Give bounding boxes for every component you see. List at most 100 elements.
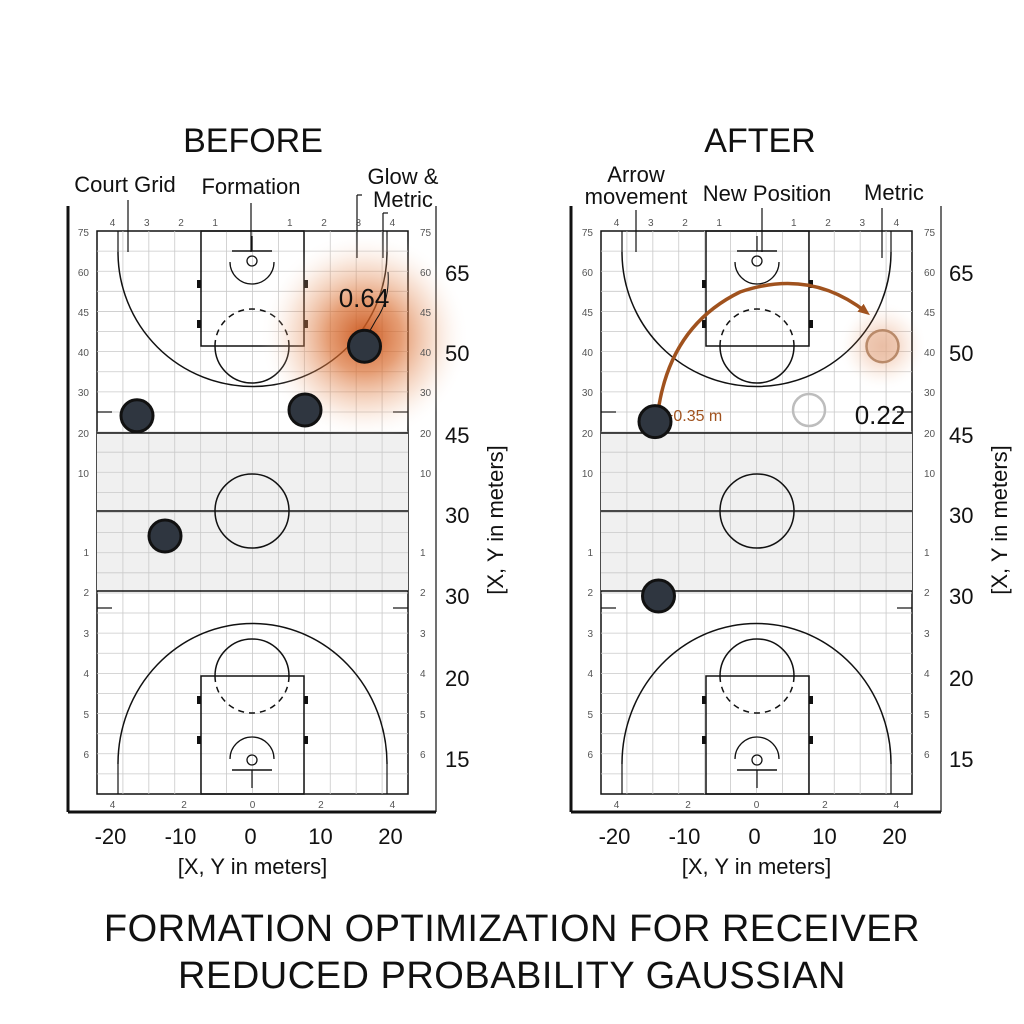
player-marker: [287, 392, 323, 428]
tick-label-right: 45: [420, 308, 432, 319]
tick-label-left: 4: [83, 669, 89, 680]
tick-label-left: 3: [83, 629, 89, 640]
tick-label-right: 3: [420, 629, 426, 640]
figure-title-line-1: FORMATION OPTIMIZATION FOR RECEIVER: [104, 908, 920, 950]
y-axis-tick-label: 65: [445, 261, 469, 286]
players-after: [637, 328, 900, 614]
panel-before: BEFORE Court Grid Formation Glow & Metri…: [66, 122, 508, 879]
x-axis-tick-label: -10: [165, 824, 197, 849]
tick-label-left: 60: [582, 268, 594, 279]
tick-label-left: 5: [83, 710, 89, 721]
callout-metric: Metric: [373, 187, 433, 212]
tick-label-right: 45: [924, 308, 936, 319]
tick-label-left: 30: [582, 388, 594, 399]
tick-label-top: 2: [682, 218, 688, 229]
player-marker: [347, 328, 382, 364]
tick-label-right: 75: [924, 228, 936, 239]
tick-label-right: 30: [420, 388, 432, 399]
tick-label-left: 4: [587, 669, 593, 680]
y-axis-label: [X, Y in meters]: [987, 445, 1012, 595]
x-axis-label: [X, Y in meters]: [178, 854, 328, 879]
x-axis-tick-label: 0: [748, 824, 760, 849]
tick-label-top: 1: [791, 218, 797, 229]
x-axis-tick-label: 20: [882, 824, 906, 849]
player-marker: [637, 404, 673, 440]
figure-title-line-2: REDUCED PROBABILITY GAUSSIAN: [178, 955, 846, 997]
movement-arrow: [654, 281, 870, 433]
y-axis-tick-label: 30: [445, 503, 469, 528]
tick-label-right: 60: [420, 268, 432, 279]
tick-label-right: 10: [420, 469, 432, 480]
metric-value-before: 0.64: [339, 283, 390, 313]
callout-metric-after: Metric: [864, 180, 924, 205]
tick-label-bottom: 4: [110, 800, 116, 811]
tick-label-left: 45: [582, 308, 594, 319]
tick-label-top: 2: [178, 218, 184, 229]
x-axis-tick-label: 20: [378, 824, 402, 849]
y-axis-label: [X, Y in meters]: [483, 445, 508, 595]
tick-label-top: 4: [110, 218, 116, 229]
tick-label-left: 40: [78, 348, 90, 359]
tick-label-bottom: 0: [754, 800, 760, 811]
tick-label-right: 1: [420, 548, 426, 559]
y-axis-tick-label: 20: [445, 666, 469, 691]
tick-label-right: 4: [924, 669, 930, 680]
callout-new-position: New Position: [703, 181, 831, 206]
tick-label-right: 40: [924, 348, 936, 359]
tick-label-top: 1: [212, 218, 218, 229]
x-axis-tick-label: 10: [812, 824, 836, 849]
tick-label-right: 5: [420, 710, 426, 721]
y-axis-tick-label: 20: [949, 666, 973, 691]
small-ticks-before: 4 3 2 1 1 2 3 44 2 0 2 4756045403020101234567560454…: [78, 218, 432, 811]
player-marker: [641, 578, 676, 614]
callout-movement: movement: [585, 184, 688, 209]
tick-label-top: 3: [144, 218, 150, 229]
y-axis-tick-label: 45: [949, 423, 973, 448]
x-axis-tick-label: -10: [669, 824, 701, 849]
tick-label-right: 1: [924, 548, 930, 559]
players-before: [119, 328, 382, 554]
ghost-player-marker: [791, 392, 827, 428]
tick-label-top: 4: [894, 218, 900, 229]
panel-header-after: AFTER: [704, 122, 815, 160]
callout-glow: Glow &: [368, 164, 439, 189]
tick-label-left: 45: [78, 308, 90, 319]
tick-label-top: 1: [287, 218, 293, 229]
callout-court-grid: Court Grid: [74, 172, 175, 197]
y-axis-tick-label: 45: [445, 423, 469, 448]
tick-label-right: 20: [420, 429, 432, 440]
tick-label-top: 3: [355, 218, 361, 229]
tick-label-right: 3: [924, 629, 930, 640]
tick-label-right: 2: [924, 588, 930, 599]
ghost-player-marker: [865, 328, 900, 364]
panel-after: AFTER Arrow movement New Position Metric: [569, 122, 1012, 879]
x-axis-tick-label: 0: [244, 824, 256, 849]
tick-label-right: 6: [924, 750, 930, 761]
player-marker: [119, 398, 155, 434]
tick-label-bottom: 0: [250, 800, 256, 811]
tick-label-left: 75: [78, 228, 90, 239]
tick-label-left: 60: [78, 268, 90, 279]
x-axis-tick-label: -20: [599, 824, 631, 849]
tick-label-right: 75: [420, 228, 432, 239]
tick-label-top: 4: [614, 218, 620, 229]
movement-delta-label: +0.35 m: [664, 408, 722, 425]
tick-label-left: 75: [582, 228, 594, 239]
tick-label-left: 2: [587, 588, 593, 599]
y-axis-tick-label: 30: [949, 584, 973, 609]
tick-label-bottom: 2: [318, 800, 324, 811]
tick-label-bottom: 4: [894, 800, 900, 811]
tick-label-top: 2: [321, 218, 327, 229]
x-axis-tick-label: -20: [95, 824, 127, 849]
tick-label-right: 4: [420, 669, 426, 680]
axes-after: -20 -10 0 10 20[X, Y in meters]6550453030201…: [599, 261, 1012, 879]
tick-label-left: 40: [582, 348, 594, 359]
tick-label-top: 3: [648, 218, 654, 229]
tick-label-left: 20: [582, 429, 594, 440]
callout-arrow: Arrow: [607, 162, 665, 187]
panel-header-before: BEFORE: [183, 122, 323, 160]
tick-label-left: 1: [587, 548, 593, 559]
tick-label-bottom: 2: [181, 800, 187, 811]
callout-formation: Formation: [201, 174, 300, 199]
